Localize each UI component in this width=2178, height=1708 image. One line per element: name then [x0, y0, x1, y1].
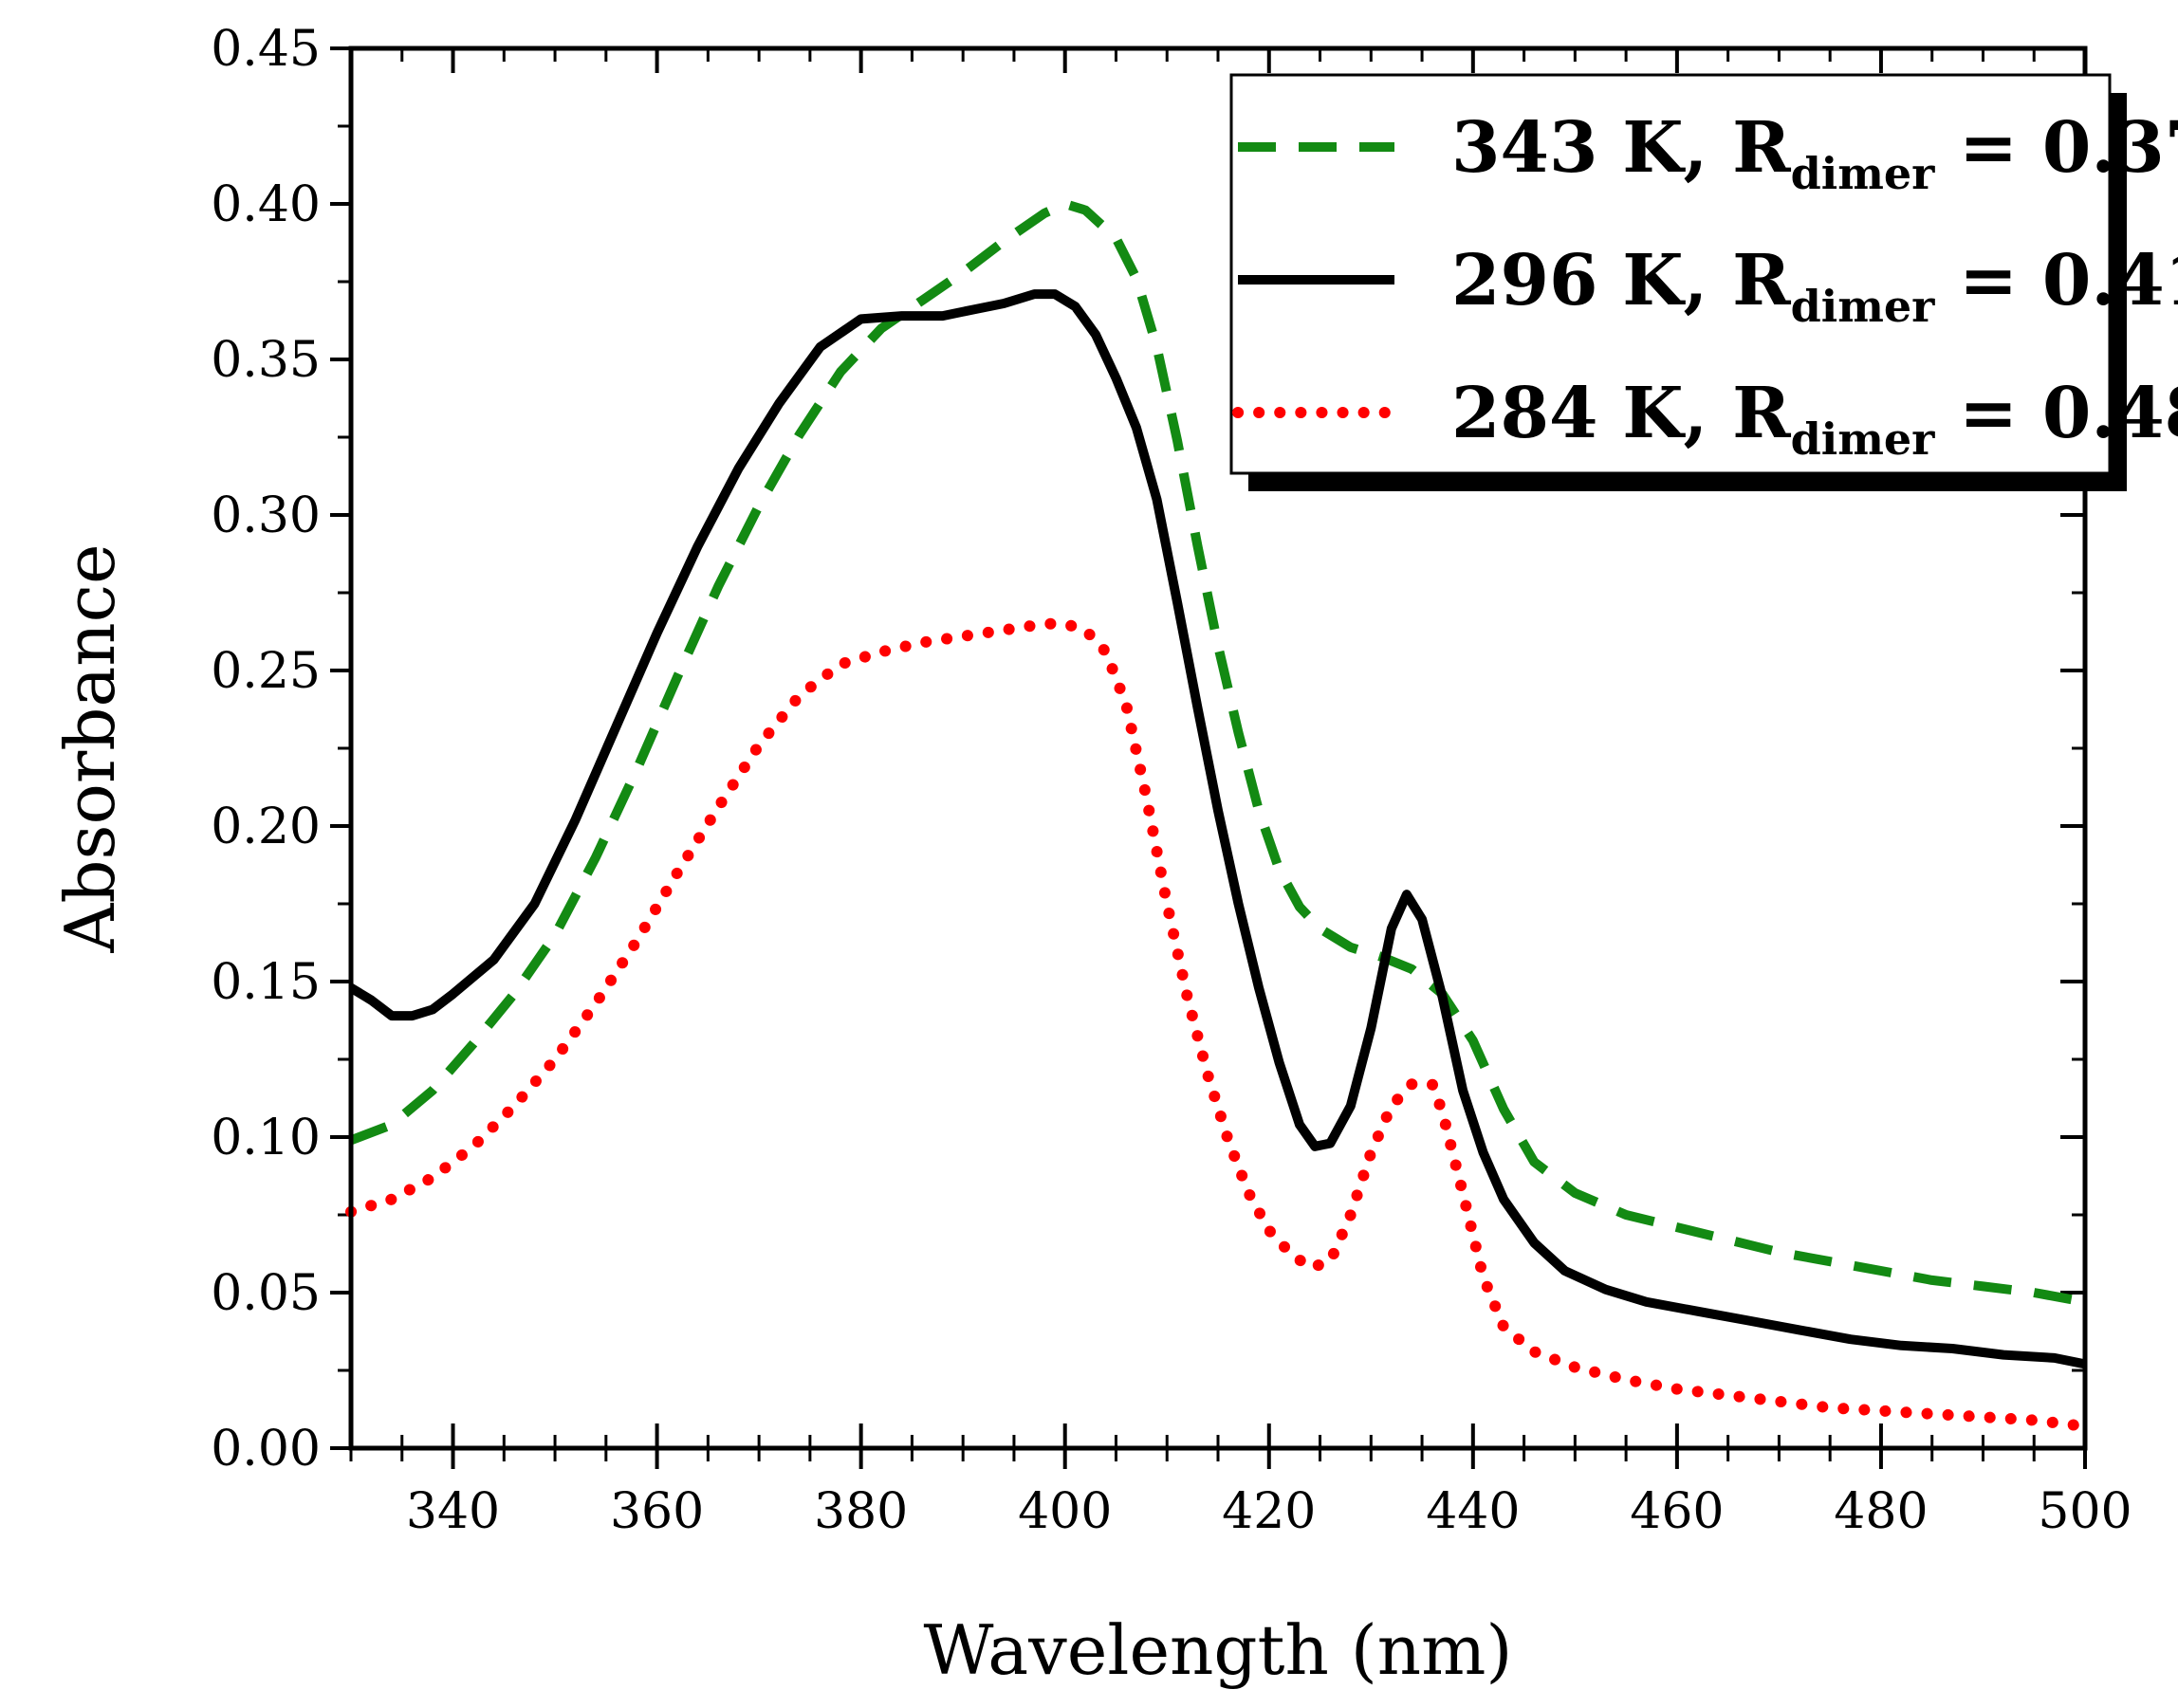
plot-frame: [348, 46, 2088, 1451]
series-line-0: [349, 199, 2086, 1307]
x-tick-label: 480: [1834, 1483, 1928, 1540]
y-tick-label: 0.15: [211, 954, 321, 1011]
x-tick-label: 380: [814, 1483, 908, 1540]
x-tick-label: 400: [1018, 1483, 1112, 1540]
y-tick-label: 0.40: [211, 176, 321, 233]
y-tick-label: 0.05: [211, 1265, 321, 1322]
legend-label-1: 296 K, Rdimer = 0.41: [1451, 240, 2178, 332]
y-tick-label: 0.25: [211, 643, 321, 700]
legend: 343 K, Rdimer = 0.37 296 K, Rdimer = 0.41…: [1229, 73, 2178, 491]
x-tick-label: 340: [406, 1483, 500, 1540]
x-tick-label: 440: [1426, 1483, 1520, 1540]
y-tick-label: 0.35: [211, 332, 321, 389]
series-lines: [345, 199, 2091, 1432]
y-tick-label: 0.30: [211, 487, 321, 544]
x-tick-label: 500: [2038, 1483, 2132, 1540]
x-tick-label: 360: [610, 1483, 704, 1540]
y-tick-labels: 0.00 0.05 0.10 0.15 0.20 0.25 0.30 0.35 0.40 0.45: [211, 21, 321, 1478]
x-axis-title: Wavelength (nm): [923, 1610, 1512, 1690]
legend-box: [1229, 73, 2112, 475]
legend-label-0: 343 K, Rdimer = 0.37: [1451, 107, 2178, 199]
x-tick-label: 460: [1630, 1483, 1724, 1540]
axis-ticks: [330, 46, 2087, 1469]
y-tick-label: 0.45: [211, 21, 321, 78]
y-tick-label: 0.10: [211, 1110, 321, 1166]
y-tick-label: 0.20: [211, 799, 321, 855]
x-tick-labels: 340 360 380 400 420 440 460 480 500: [406, 1483, 2132, 1540]
y-tick-label: 0.00: [211, 1421, 321, 1478]
y-axis-title: Absorbance: [50, 543, 130, 953]
series-line-1: [348, 289, 2086, 1369]
series-line-2: [345, 617, 2091, 1432]
x-tick-label: 420: [1222, 1483, 1316, 1540]
legend-label-2: 284 K, Rdimer = 0.48: [1451, 373, 2178, 465]
